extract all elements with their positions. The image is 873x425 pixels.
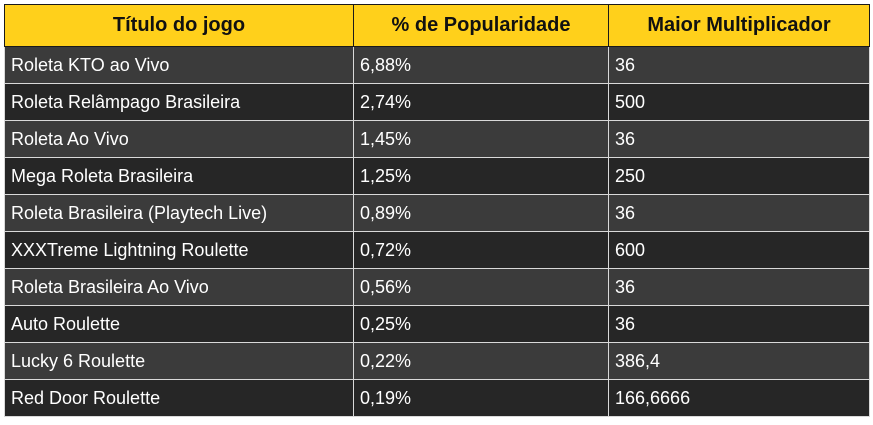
cell-game-title: Roleta Relâmpago Brasileira [4, 83, 354, 121]
table-row: Roleta Brasileira (Playtech Live) 0,89% … [4, 194, 870, 232]
cell-popularity: 0,19% [353, 379, 609, 417]
cell-max-multiplier: 500 [608, 83, 870, 121]
table-row: XXXTreme Lightning Roulette 0,72% 600 [4, 231, 870, 269]
cell-game-title: Lucky 6 Roulette [4, 342, 354, 380]
cell-game-title: Mega Roleta Brasileira [4, 157, 354, 195]
cell-max-multiplier: 166,6666 [608, 379, 870, 417]
header-game-title: Título do jogo [4, 4, 354, 47]
table-row: Auto Roulette 0,25% 36 [4, 305, 870, 343]
cell-popularity: 1,45% [353, 120, 609, 158]
table-header-row: Título do jogo % de Popularidade Maior M… [4, 4, 870, 47]
header-max-multiplier: Maior Multiplicador [608, 4, 870, 47]
cell-max-multiplier: 36 [608, 194, 870, 232]
cell-popularity: 0,22% [353, 342, 609, 380]
cell-popularity: 6,88% [353, 46, 609, 84]
cell-game-title: Roleta Brasileira (Playtech Live) [4, 194, 354, 232]
cell-max-multiplier: 600 [608, 231, 870, 269]
roulette-popularity-table-container: Título do jogo % de Popularidade Maior M… [4, 4, 870, 417]
roulette-popularity-table: Título do jogo % de Popularidade Maior M… [4, 4, 870, 417]
table-row: Mega Roleta Brasileira 1,25% 250 [4, 157, 870, 195]
table-row: Roleta KTO ao Vivo 6,88% 36 [4, 46, 870, 84]
table-row: Red Door Roulette 0,19% 166,6666 [4, 379, 870, 417]
table-row: Roleta Ao Vivo 1,45% 36 [4, 120, 870, 158]
table-row: Roleta Brasileira Ao Vivo 0,56% 36 [4, 268, 870, 306]
cell-popularity: 0,56% [353, 268, 609, 306]
cell-game-title: Roleta Brasileira Ao Vivo [4, 268, 354, 306]
cell-max-multiplier: 36 [608, 268, 870, 306]
cell-popularity: 1,25% [353, 157, 609, 195]
cell-game-title: Auto Roulette [4, 305, 354, 343]
table-row: Roleta Relâmpago Brasileira 2,74% 500 [4, 83, 870, 121]
cell-game-title: Roleta KTO ao Vivo [4, 46, 354, 84]
cell-max-multiplier: 386,4 [608, 342, 870, 380]
table-row: Lucky 6 Roulette 0,22% 386,4 [4, 342, 870, 380]
cell-max-multiplier: 36 [608, 305, 870, 343]
cell-popularity: 0,72% [353, 231, 609, 269]
cell-popularity: 0,25% [353, 305, 609, 343]
cell-game-title: Roleta Ao Vivo [4, 120, 354, 158]
cell-popularity: 0,89% [353, 194, 609, 232]
cell-max-multiplier: 36 [608, 46, 870, 84]
cell-max-multiplier: 250 [608, 157, 870, 195]
header-popularity: % de Popularidade [353, 4, 609, 47]
cell-game-title: XXXTreme Lightning Roulette [4, 231, 354, 269]
cell-popularity: 2,74% [353, 83, 609, 121]
cell-max-multiplier: 36 [608, 120, 870, 158]
cell-game-title: Red Door Roulette [4, 379, 354, 417]
